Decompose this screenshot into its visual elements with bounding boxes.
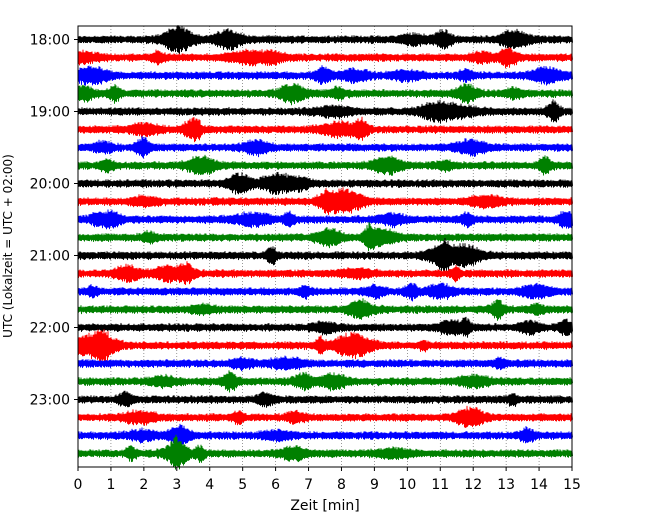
x-tick-label: 3 [172, 477, 181, 493]
y-tick-label: 18:00 [30, 33, 70, 49]
x-tick-label: 7 [304, 477, 313, 493]
y-tick-label: 22:00 [30, 321, 70, 337]
trace-2100 [77, 237, 573, 272]
trace-2345 [77, 434, 573, 470]
y-tick-label: 19:00 [30, 105, 70, 121]
plot-frame [77, 25, 573, 468]
trace-2045 [77, 221, 573, 252]
trace-2015 [77, 187, 573, 215]
trace-1815 [77, 47, 573, 69]
trace-2130 [77, 282, 573, 302]
x-tick-label: 9 [370, 477, 379, 493]
x-tick-label: 12 [464, 477, 482, 493]
trace-1800 [77, 25, 573, 55]
x-tick-label: 14 [530, 477, 548, 493]
trace-2115 [77, 261, 573, 285]
trace-2145 [77, 298, 573, 321]
y-tick-label: 21:00 [30, 249, 70, 265]
x-axis-label: Zeit [min] [290, 498, 359, 514]
trace-2215 [77, 329, 573, 365]
trace-1945 [77, 154, 573, 176]
y-tick-label: 20:00 [30, 177, 70, 193]
trace-1930 [77, 135, 573, 159]
trace-1900 [77, 99, 573, 124]
y-tick-label: 23:00 [30, 393, 70, 409]
trace-2300 [77, 390, 573, 408]
trace-2230 [77, 355, 573, 372]
x-tick-label: 0 [74, 477, 83, 493]
x-axis: 0 1 2 3 4 5 6 7 8 9 10 11 12 13 14 15 [74, 467, 581, 493]
x-tick-label: 8 [337, 477, 346, 493]
trace-2315 [77, 405, 573, 429]
trace-2245 [77, 370, 573, 393]
trace-1915 [77, 116, 573, 143]
x-tick-label: 10 [398, 477, 416, 493]
trace-2200 [77, 316, 573, 338]
x-tick-label: 2 [139, 477, 148, 493]
trace-2330 [77, 423, 573, 447]
y-axis: 18:00 19:00 20:00 21:00 22:00 23:00 [30, 33, 78, 409]
x-tick-label: 5 [238, 477, 247, 493]
y-axis-label: UTC (Lokalzeit = UTC + 02:00) [1, 154, 15, 338]
x-tick-label: 4 [205, 477, 214, 493]
x-tick-label: 6 [271, 477, 280, 493]
plot-background [78, 26, 572, 467]
trace-group [77, 25, 573, 470]
x-tick-label: 11 [431, 477, 449, 493]
trace-2030 [77, 209, 573, 230]
x-tick-label: 1 [106, 477, 115, 493]
x-tick-label: 15 [563, 477, 581, 493]
trace-1830 [77, 65, 573, 86]
trace-1845 [77, 82, 573, 106]
x-tick-label: 13 [497, 477, 515, 493]
trace-2000 [77, 171, 573, 196]
